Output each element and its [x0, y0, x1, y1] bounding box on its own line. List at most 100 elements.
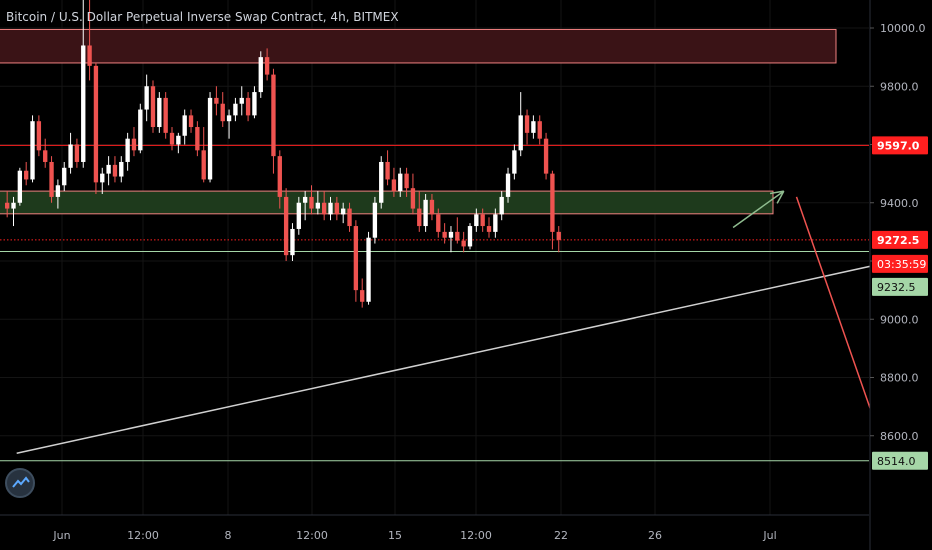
candle[interactable] — [176, 135, 181, 145]
candle[interactable] — [106, 164, 111, 174]
candle[interactable] — [474, 214, 479, 227]
candle[interactable] — [144, 86, 149, 110]
candle[interactable] — [49, 161, 54, 197]
candle[interactable] — [372, 202, 378, 238]
candle[interactable] — [290, 228, 295, 256]
candle[interactable] — [68, 144, 73, 168]
candle[interactable] — [524, 115, 530, 133]
candle[interactable] — [347, 208, 352, 227]
candle[interactable] — [429, 199, 435, 215]
candle[interactable] — [436, 214, 441, 232]
candle[interactable] — [252, 92, 257, 116]
candle[interactable] — [195, 127, 200, 151]
candle[interactable] — [277, 156, 282, 197]
candle[interactable] — [391, 179, 397, 192]
candle[interactable] — [264, 57, 270, 75]
candle[interactable] — [328, 202, 333, 215]
candle[interactable] — [100, 173, 105, 183]
candle[interactable] — [480, 214, 485, 227]
trendline[interactable] — [16, 244, 932, 454]
candle[interactable] — [157, 97, 162, 128]
candle[interactable] — [360, 290, 365, 302]
candle[interactable] — [486, 226, 492, 232]
candle[interactable] — [461, 240, 466, 247]
price-label-level-green — [872, 451, 928, 470]
candle[interactable] — [302, 196, 308, 203]
candle[interactable] — [550, 173, 555, 232]
candle[interactable] — [385, 161, 390, 180]
candle[interactable] — [11, 202, 16, 209]
candle[interactable] — [226, 115, 232, 122]
candle[interactable] — [455, 231, 460, 241]
candle[interactable] — [296, 202, 301, 229]
price-label-text: 9272.5 — [877, 234, 919, 247]
candle[interactable] — [531, 121, 536, 133]
candle[interactable] — [112, 164, 118, 177]
candle[interactable] — [239, 97, 244, 104]
candle[interactable] — [423, 199, 428, 227]
candle[interactable] — [220, 103, 225, 122]
candle[interactable] — [5, 202, 10, 209]
x-tick-label: Jul — [762, 529, 776, 542]
candle[interactable] — [341, 208, 346, 215]
support-zone[interactable] — [0, 190, 774, 215]
candle[interactable] — [499, 196, 504, 215]
candle[interactable] — [334, 202, 340, 215]
price-label-text: 9597.0 — [877, 139, 920, 152]
candle[interactable] — [309, 196, 314, 209]
y-tick-label: 10000.0 — [880, 22, 926, 35]
candle[interactable] — [131, 138, 137, 151]
tradingview-logo-icon[interactable] — [5, 468, 35, 498]
candle[interactable] — [17, 170, 23, 203]
candle[interactable] — [182, 115, 187, 136]
candle[interactable] — [398, 173, 403, 192]
candle[interactable] — [119, 161, 124, 177]
candle[interactable] — [467, 226, 473, 247]
candle[interactable] — [163, 97, 168, 133]
candle[interactable] — [283, 196, 289, 256]
candle[interactable] — [30, 121, 35, 180]
candle[interactable] — [62, 167, 67, 186]
candle[interactable] — [505, 173, 511, 197]
price-label-level-red — [872, 136, 928, 155]
candle[interactable] — [315, 202, 320, 209]
candle[interactable] — [543, 138, 549, 174]
candle[interactable] — [55, 185, 61, 197]
candle[interactable] — [448, 231, 454, 238]
candle[interactable] — [322, 202, 327, 215]
candle[interactable] — [36, 121, 42, 151]
candle[interactable] — [366, 237, 371, 302]
candle[interactable] — [43, 150, 48, 162]
candle[interactable] — [74, 144, 80, 162]
candle[interactable] — [417, 208, 422, 227]
candle[interactable] — [537, 121, 542, 139]
candle[interactable] — [81, 45, 86, 162]
candle[interactable] — [214, 97, 219, 104]
candle[interactable] — [93, 65, 99, 183]
candle[interactable] — [271, 74, 276, 157]
candle[interactable] — [512, 150, 517, 174]
candle[interactable] — [188, 115, 194, 128]
candle[interactable] — [233, 103, 238, 116]
resistance-zone[interactable] — [0, 28, 837, 64]
candle[interactable] — [245, 97, 251, 116]
candle[interactable] — [201, 150, 206, 180]
candle[interactable] — [138, 109, 143, 151]
candle[interactable] — [518, 115, 523, 151]
candle[interactable] — [353, 226, 359, 291]
candle[interactable] — [24, 170, 29, 180]
candle[interactable] — [125, 138, 130, 162]
candle[interactable] — [169, 132, 175, 145]
candle[interactable] — [207, 97, 213, 180]
candle[interactable] — [258, 57, 263, 93]
projection-arrow[interactable] — [732, 190, 785, 229]
candle[interactable] — [379, 161, 384, 203]
candle[interactable] — [87, 45, 92, 66]
candle[interactable] — [404, 173, 409, 189]
candle[interactable] — [556, 231, 561, 240]
candle[interactable] — [493, 214, 498, 232]
candle[interactable] — [410, 188, 416, 209]
candle[interactable] — [442, 231, 447, 238]
candle[interactable] — [150, 86, 156, 128]
